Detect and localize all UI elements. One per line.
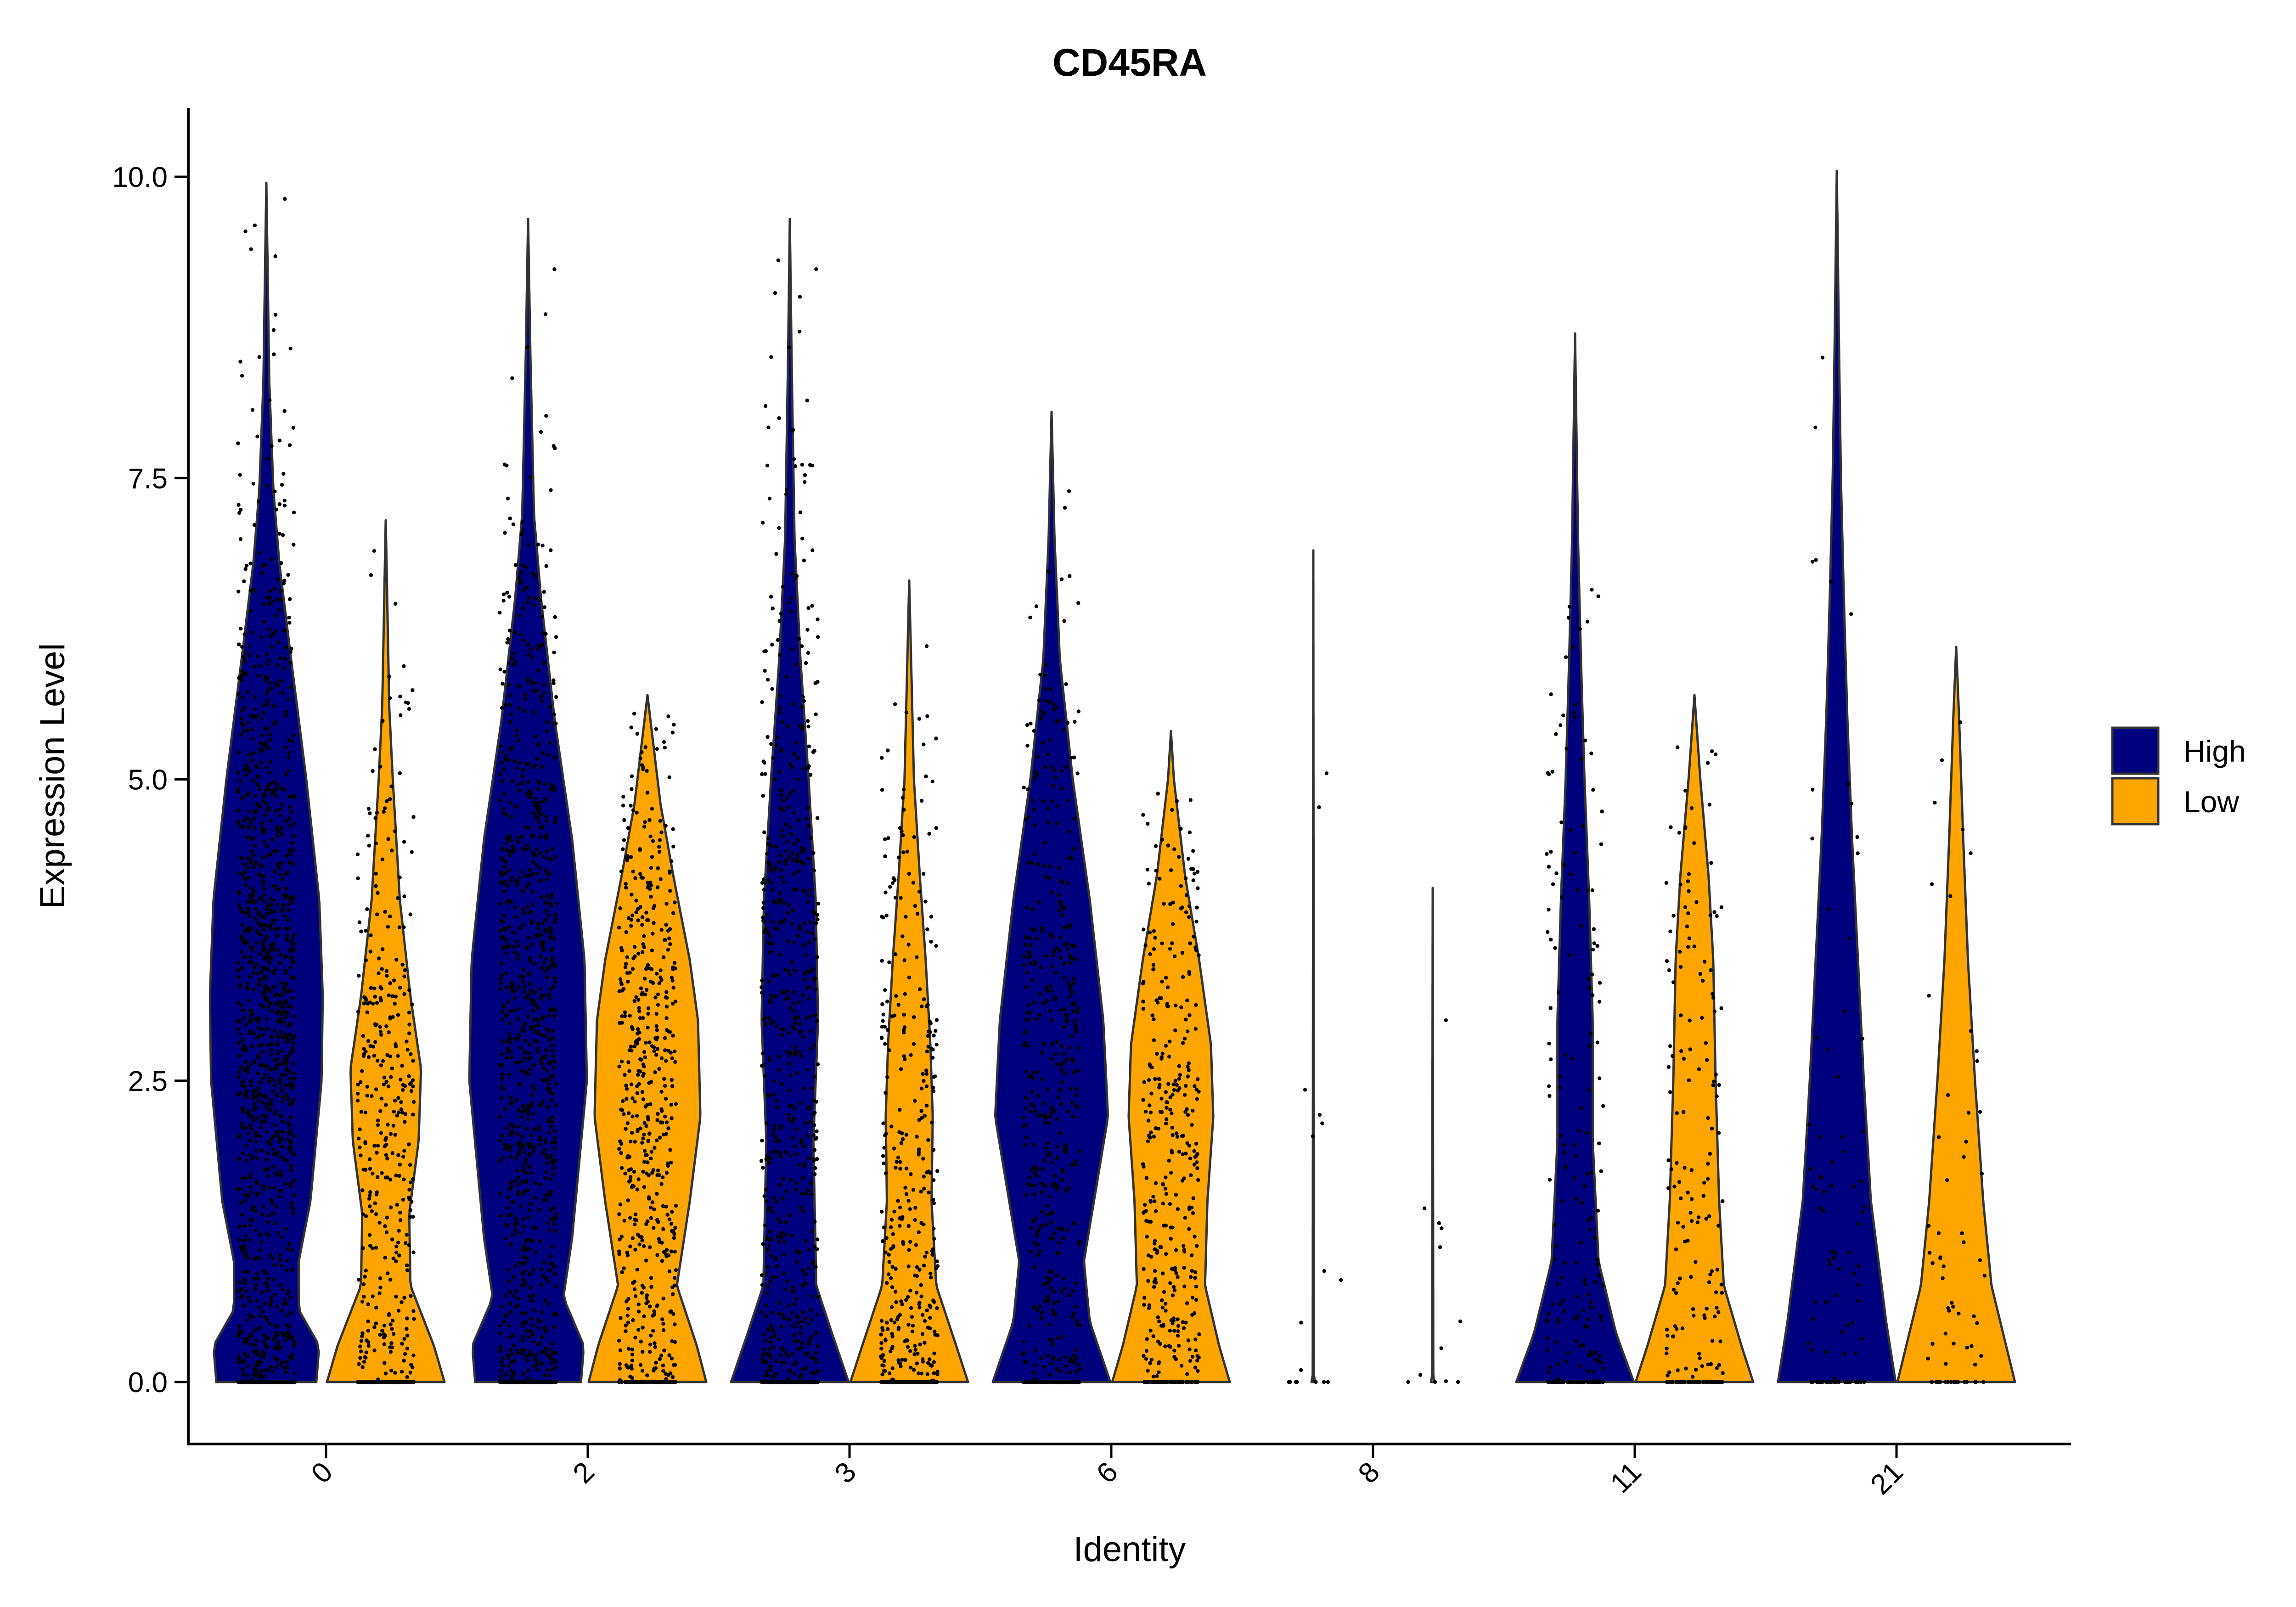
violin-low-11	[1634, 694, 1755, 1383]
violin-high-0	[208, 181, 324, 1383]
points-high-6	[1021, 489, 1082, 1384]
y-tick-label: 10.0	[112, 162, 168, 193]
legend-label-high: High	[2183, 734, 2246, 768]
violin-high-8	[1310, 549, 1317, 1383]
legend-swatch-low	[2111, 777, 2160, 826]
legend: High Low	[2111, 726, 2246, 826]
y-axis-label: Expression Level	[33, 643, 72, 909]
y-tick-label: 0.0	[128, 1367, 168, 1399]
points-low-21	[1926, 720, 1987, 1384]
x-tick-label: 21	[1864, 1456, 1909, 1501]
chart-title: CD45RA	[1052, 41, 1207, 84]
x-axis-label: Identity	[1073, 1530, 1186, 1569]
violin-high-11	[1515, 332, 1635, 1383]
legend-swatch-high	[2111, 726, 2160, 775]
points-high-21	[1806, 355, 1868, 1384]
points-low-2	[617, 712, 678, 1384]
points-high-3	[759, 258, 821, 1384]
points-low-0	[355, 549, 416, 1384]
points-low-3	[879, 644, 940, 1384]
x-tick-label: 11	[1604, 1456, 1648, 1499]
violin-low-2	[587, 694, 708, 1383]
points-low-6	[1141, 792, 1201, 1384]
x-tick-label: 0	[305, 1456, 339, 1489]
violin-high-2	[468, 218, 588, 1383]
violin-layer	[208, 169, 2016, 1383]
legend-label-low: Low	[2183, 785, 2239, 819]
points-high-8	[1287, 771, 1343, 1384]
jitter-points-layer	[236, 197, 1987, 1384]
y-tick-label: 7.5	[128, 463, 168, 494]
violin-low-8	[1429, 887, 1436, 1383]
x-tick-label: 2	[567, 1456, 601, 1489]
y-tick-label: 2.5	[128, 1066, 168, 1097]
violin-low-3	[849, 579, 969, 1383]
violin-high-6	[991, 410, 1112, 1383]
violin-low-0	[326, 519, 446, 1383]
points-high-2	[497, 267, 559, 1384]
y-axis-ticks: 0.0 2.5 5.0 7.5 10.0	[112, 162, 188, 1399]
points-low-11	[1664, 745, 1725, 1384]
points-low-8	[1406, 1018, 1463, 1384]
violin-high-3	[730, 218, 850, 1383]
x-tick-label: 6	[1091, 1456, 1124, 1489]
violin-high-21	[1777, 169, 1897, 1383]
points-high-11	[1545, 588, 1605, 1384]
points-high-0	[236, 197, 297, 1384]
x-tick-label: 3	[829, 1456, 862, 1489]
x-tick-label: 8	[1352, 1456, 1386, 1489]
x-axis-ticks: 0 2 3 6 8 11 21	[305, 1444, 1909, 1501]
violin-low-21	[1896, 646, 2016, 1383]
y-tick-label: 5.0	[128, 764, 168, 796]
